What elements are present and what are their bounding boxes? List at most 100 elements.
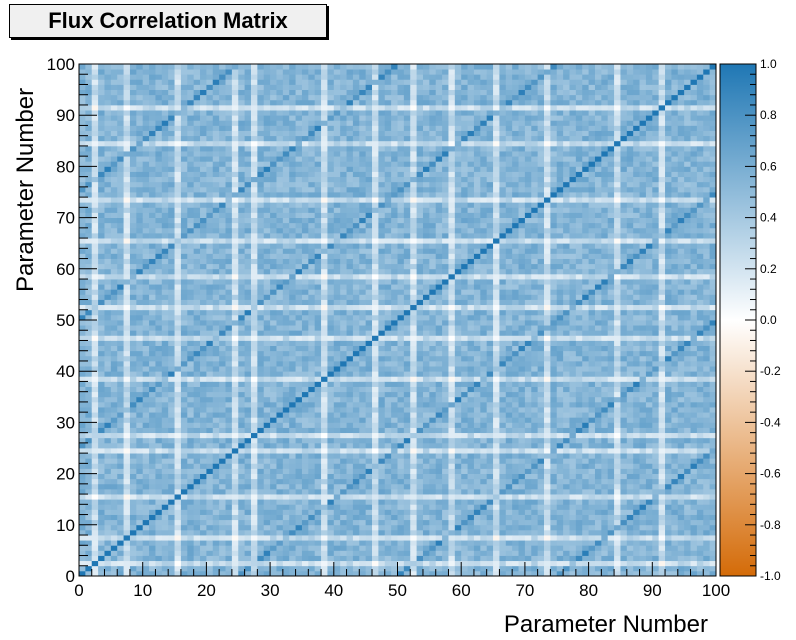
heatmap-cell bbox=[250, 360, 258, 367]
heatmap-cell bbox=[327, 366, 335, 372]
heatmap-cell bbox=[250, 248, 258, 254]
heatmap-cell bbox=[174, 381, 182, 387]
heatmap-cell bbox=[231, 417, 239, 423]
heatmap-cell bbox=[340, 120, 347, 126]
heatmap-cell bbox=[110, 151, 118, 157]
heatmap-cell bbox=[231, 376, 239, 382]
heatmap-cell bbox=[238, 432, 246, 439]
heatmap-cell bbox=[174, 478, 182, 485]
heatmap-cell bbox=[301, 504, 309, 510]
heatmap-cell bbox=[180, 453, 188, 459]
heatmap-cell bbox=[289, 279, 296, 285]
heatmap-cell bbox=[117, 350, 124, 357]
heatmap-cell bbox=[155, 401, 163, 408]
heatmap-cell bbox=[85, 69, 93, 75]
heatmap-cell bbox=[321, 94, 328, 101]
heatmap-cell bbox=[263, 560, 271, 567]
heatmap-cell bbox=[219, 381, 226, 387]
heatmap-cell bbox=[327, 140, 335, 147]
heatmap-cell bbox=[117, 401, 124, 408]
heatmap-cell bbox=[263, 284, 271, 290]
heatmap-cell bbox=[257, 386, 265, 393]
heatmap-cell bbox=[142, 535, 150, 541]
heatmap-cell bbox=[110, 166, 118, 172]
heatmap-cell bbox=[359, 422, 367, 428]
heatmap-cell bbox=[206, 555, 214, 562]
heatmap-cell bbox=[98, 355, 105, 362]
heatmap-cell bbox=[180, 355, 188, 362]
heatmap-cell bbox=[142, 151, 150, 157]
heatmap-cell bbox=[123, 161, 131, 167]
heatmap-cell bbox=[346, 555, 354, 562]
heatmap-cell bbox=[270, 417, 277, 423]
heatmap-cell bbox=[314, 345, 322, 352]
heatmap-cell bbox=[110, 197, 118, 203]
heatmap-cell bbox=[161, 448, 169, 454]
heatmap-cell bbox=[365, 330, 373, 336]
heatmap-cell bbox=[149, 350, 156, 357]
heatmap-cell bbox=[110, 202, 118, 208]
heatmap-cell bbox=[231, 320, 239, 326]
heatmap-cell bbox=[155, 570, 163, 577]
heatmap-cell bbox=[340, 110, 347, 116]
heatmap-cell bbox=[219, 202, 226, 208]
heatmap-cell bbox=[206, 176, 214, 183]
heatmap-cell bbox=[104, 371, 112, 377]
heatmap-cell bbox=[346, 325, 354, 331]
heatmap-cell bbox=[149, 360, 156, 367]
heatmap-cell bbox=[117, 130, 124, 137]
heatmap-cell bbox=[187, 79, 195, 85]
heatmap-cell bbox=[308, 360, 316, 367]
heatmap-cell bbox=[346, 79, 354, 85]
heatmap-cell bbox=[98, 366, 105, 372]
heatmap-cell bbox=[250, 99, 258, 106]
heatmap-cell bbox=[219, 371, 226, 377]
heatmap-cell bbox=[104, 350, 112, 357]
heatmap-cell bbox=[225, 181, 233, 188]
heatmap-cell bbox=[200, 320, 207, 326]
heatmap-cell bbox=[174, 401, 182, 408]
heatmap-cell bbox=[161, 550, 169, 556]
heatmap-cell bbox=[384, 258, 392, 265]
heatmap-cell bbox=[314, 335, 322, 341]
heatmap-cell bbox=[257, 463, 265, 469]
heatmap-cell bbox=[206, 273, 214, 280]
heatmap-cell bbox=[212, 89, 220, 96]
heatmap-cell bbox=[231, 94, 239, 101]
heatmap-cell bbox=[212, 529, 220, 536]
heatmap-cell bbox=[168, 84, 175, 90]
heatmap-cell bbox=[79, 238, 86, 244]
heatmap-cell bbox=[117, 381, 124, 387]
heatmap-cell bbox=[212, 104, 220, 111]
heatmap-cell bbox=[384, 135, 392, 142]
heatmap-cell bbox=[129, 279, 137, 285]
heatmap-cell bbox=[231, 192, 239, 198]
heatmap-cell bbox=[161, 268, 169, 275]
heatmap-cell bbox=[250, 74, 258, 80]
heatmap-cell bbox=[110, 294, 118, 300]
heatmap-cell bbox=[219, 427, 226, 434]
heatmap-cell bbox=[212, 207, 220, 213]
heatmap-cell bbox=[359, 186, 367, 193]
heatmap-cell bbox=[308, 499, 316, 505]
heatmap-cell bbox=[98, 442, 105, 449]
heatmap-cell bbox=[365, 386, 373, 393]
heatmap-cell bbox=[301, 483, 309, 490]
heatmap-cell bbox=[219, 432, 226, 439]
heatmap-cell bbox=[391, 412, 398, 418]
heatmap-cell bbox=[346, 437, 354, 444]
heatmap-cell bbox=[289, 381, 296, 387]
heatmap-cell bbox=[85, 468, 93, 474]
heatmap-cell bbox=[136, 151, 144, 157]
heatmap-cell bbox=[161, 69, 169, 75]
heatmap-cell bbox=[79, 115, 86, 121]
heatmap-cell bbox=[359, 565, 367, 572]
heatmap-cell bbox=[365, 145, 373, 152]
heatmap-cell bbox=[168, 535, 175, 541]
heatmap-cell bbox=[391, 488, 398, 495]
heatmap-cell bbox=[123, 207, 131, 213]
heatmap-cell bbox=[372, 468, 379, 474]
heatmap-cell bbox=[129, 299, 137, 306]
heatmap-cell bbox=[238, 371, 246, 377]
heatmap-cell bbox=[155, 386, 163, 393]
